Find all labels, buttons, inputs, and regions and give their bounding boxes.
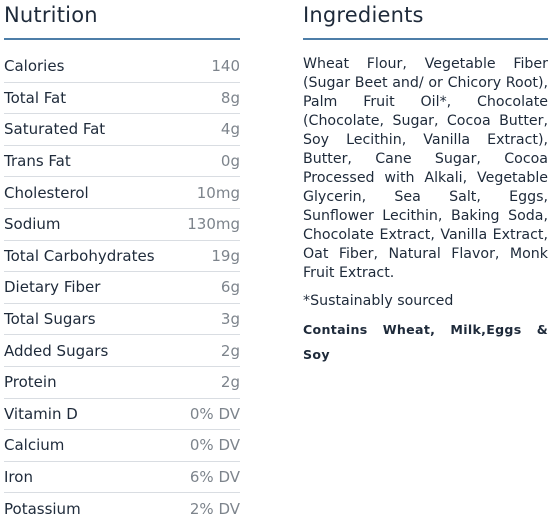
nutrient-label: Added Sugars	[4, 341, 109, 360]
ingredients-list: Wheat Flour, Vegetable Fiber (Sugar Beet…	[303, 56, 548, 281]
nutrient-label: Vitamin D	[4, 404, 78, 423]
nutrition-panel: Nutrition Calories 140 Total Fat 8g Saturate…	[4, 0, 240, 525]
nutrient-label: Sodium	[4, 215, 61, 234]
nutrition-row: Total Sugars 3g	[4, 304, 240, 336]
nutrition-row: Protein 2g	[4, 367, 240, 399]
ingredients-panel: Ingredients Wheat Flour, Vegetable Fiber…	[303, 0, 548, 367]
sustainability-note: *Sustainably sourced	[303, 293, 454, 309]
nutrition-row: Sodium 130mg	[4, 209, 240, 241]
nutrient-label: Protein	[4, 373, 57, 392]
nutrient-value: 2g	[220, 373, 240, 392]
nutrient-value: 130mg	[187, 215, 240, 234]
nutrition-row: Added Sugars 2g	[4, 335, 240, 367]
nutrient-label: Potassium	[4, 500, 81, 519]
nutrition-row: Total Carbohydrates 19g	[4, 241, 240, 273]
nutrient-label: Trans Fat	[4, 152, 71, 171]
nutrient-value: 3g	[220, 310, 240, 329]
nutrient-label: Iron	[4, 468, 33, 487]
nutrition-row: Iron 6% DV	[4, 462, 240, 494]
nutrition-row: Calcium 0% DV	[4, 430, 240, 462]
nutrient-label: Total Fat	[4, 88, 67, 107]
nutrition-row: Saturated Fat 4g	[4, 114, 240, 146]
nutrition-title: Nutrition	[4, 3, 98, 27]
nutrition-row: Calories 140	[4, 51, 240, 83]
nutrient-label: Calories	[4, 57, 65, 76]
nutrient-value: 10mg	[196, 183, 240, 202]
ingredients-title-underline	[303, 38, 548, 40]
nutrient-label: Total Sugars	[4, 310, 96, 329]
nutrient-label: Calcium	[4, 436, 65, 455]
nutrient-label: Dietary Fiber	[4, 278, 101, 297]
nutrition-table: Calories 140 Total Fat 8g Saturated Fat 4g Tra…	[4, 51, 240, 525]
nutrition-row: Vitamin D 0% DV	[4, 399, 240, 431]
nutrient-value: 0g	[220, 152, 240, 171]
nutrient-value: 0% DV	[189, 436, 240, 455]
nutrition-row: Total Fat 8g	[4, 83, 240, 115]
nutrient-label: Total Carbohydrates	[4, 246, 155, 265]
nutrient-label: Cholesterol	[4, 183, 89, 202]
nutrition-row: Dietary Fiber 6g	[4, 272, 240, 304]
nutrient-value: 140	[211, 57, 240, 76]
nutrient-value: 6g	[220, 278, 240, 297]
allergen-statement: Contains Wheat, Milk,Eggs & Soy	[303, 322, 548, 362]
nutrient-value: 8g	[220, 88, 240, 107]
nutrient-value: 19g	[211, 246, 240, 265]
nutrient-label: Saturated Fat	[4, 120, 106, 139]
nutrient-value: 6% DV	[189, 468, 240, 487]
nutrient-value: 4g	[220, 120, 240, 139]
nutrition-row: Trans Fat 0g	[4, 146, 240, 178]
nutrition-row: Potassium 2% DV	[4, 493, 240, 525]
ingredients-title: Ingredients	[303, 3, 424, 27]
nutrition-row: Cholesterol 10mg	[4, 177, 240, 209]
nutrient-value: 2g	[220, 341, 240, 360]
nutrition-title-underline	[4, 38, 240, 40]
nutrient-value: 0% DV	[189, 404, 240, 423]
nutrient-value: 2% DV	[189, 500, 240, 519]
